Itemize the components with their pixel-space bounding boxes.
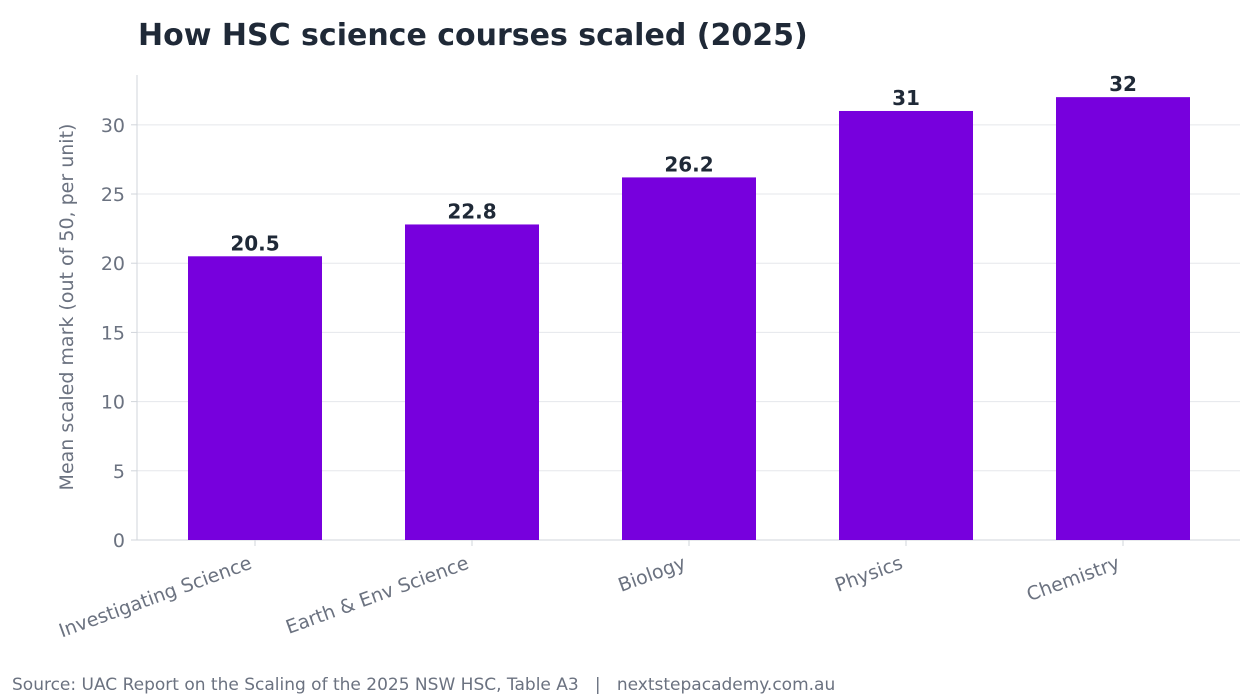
x-tick-label: Physics: [832, 552, 906, 597]
label-layer: 20.5 22.8 26.2 31 32: [230, 72, 1137, 255]
bar: [405, 224, 539, 540]
source-footnote: Source: UAC Report on the Scaling of the…: [12, 675, 835, 695]
x-tick-label: Chemistry: [1024, 552, 1123, 606]
y-tick-label: 0: [113, 530, 125, 552]
bar-value-label: 32: [1109, 72, 1137, 96]
x-tick-label: Biology: [615, 552, 688, 597]
bar-value-label: 22.8: [447, 199, 496, 223]
bar-layer: [188, 97, 1190, 541]
y-tick-label: 5: [113, 461, 125, 483]
y-tick-label: 15: [101, 322, 125, 344]
bar: [188, 256, 322, 540]
bar-value-label: 31: [892, 86, 920, 110]
y-tick-label: 10: [101, 392, 125, 414]
bar: [622, 177, 756, 541]
y-tick-label: 20: [101, 253, 125, 275]
y-tick-label: 30: [101, 115, 125, 137]
y-axis-title: Mean scaled mark (out of 50, per unit): [56, 124, 78, 491]
y-tick-label: 25: [101, 184, 125, 206]
bar: [1056, 97, 1190, 541]
x-tick-label: Earth & Env Science: [283, 552, 472, 639]
bar: [839, 110, 973, 540]
bar-value-label: 26.2: [664, 152, 713, 176]
x-tick-label: Investigating Science: [56, 552, 255, 642]
chart-title: How HSC science courses scaled (2025): [138, 18, 808, 53]
bar-value-label: 20.5: [230, 231, 279, 255]
